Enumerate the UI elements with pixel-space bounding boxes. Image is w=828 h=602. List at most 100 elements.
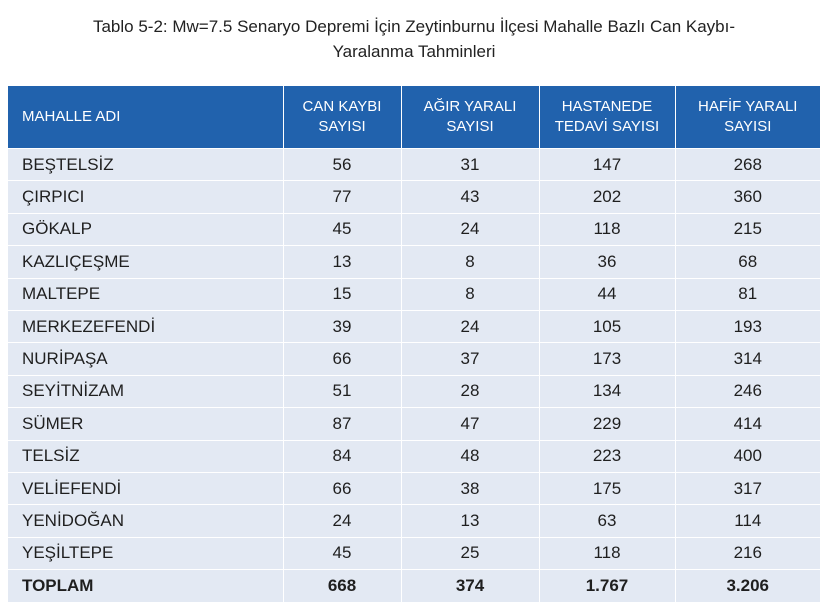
header-neighborhood: MAHALLE ADI [8, 86, 283, 149]
hospital-treatment-cell: 229 [539, 408, 675, 440]
deaths-cell: 56 [283, 149, 401, 181]
severely-injured-cell: 31 [401, 149, 539, 181]
lightly-injured-cell: 317 [675, 472, 820, 504]
hospital-treatment-cell: 105 [539, 310, 675, 342]
deaths-cell: 87 [283, 408, 401, 440]
deaths-cell: 77 [283, 181, 401, 213]
hospital-treatment-cell: 134 [539, 375, 675, 407]
caption-line-1: Tablo 5-2: Mw=7.5 Senaryo Depremi İçin Z… [0, 14, 828, 39]
header-text: TEDAVİ SAYISI [555, 118, 659, 135]
header-text: HASTANEDE [562, 98, 653, 115]
deaths-cell: 45 [283, 537, 401, 569]
hospital-treatment-cell: 223 [539, 440, 675, 472]
severely-injured-cell: 25 [401, 537, 539, 569]
neighborhood-cell: ÇIRPICI [8, 181, 283, 213]
severely-injured-cell: 43 [401, 181, 539, 213]
severely-injured-cell: 8 [401, 278, 539, 310]
neighborhood-cell: GÖKALP [8, 213, 283, 245]
header-text: MAHALLE ADI [22, 108, 120, 125]
neighborhood-cell: KAZLIÇEŞME [8, 246, 283, 278]
lightly-injured-cell: 314 [675, 343, 820, 375]
neighborhood-cell: MERKEZEFENDİ [8, 310, 283, 342]
severely-injured-cell: 47 [401, 408, 539, 440]
hospital-treatment-cell: 173 [539, 343, 675, 375]
severely-injured-cell: 24 [401, 213, 539, 245]
lightly-injured-cell: 81 [675, 278, 820, 310]
lightly-injured-cell: 246 [675, 375, 820, 407]
deaths-cell: 84 [283, 440, 401, 472]
lightly-injured-cell: 193 [675, 310, 820, 342]
deaths-cell: 24 [283, 505, 401, 537]
severely-injured-cell: 38 [401, 472, 539, 504]
deaths-cell: 13 [283, 246, 401, 278]
hospital-treatment-cell: 202 [539, 181, 675, 213]
severely-injured-cell: 28 [401, 375, 539, 407]
deaths-cell: 45 [283, 213, 401, 245]
severely-injured-cell: 37 [401, 343, 539, 375]
neighborhood-cell: YEŞİLTEPE [8, 537, 283, 569]
hospital-treatment-cell: 147 [539, 149, 675, 181]
table-caption: Tablo 5-2: Mw=7.5 Senaryo Depremi İçin Z… [0, 14, 828, 64]
hospital-treatment-cell: 63 [539, 505, 675, 537]
deaths-cell: 66 [283, 343, 401, 375]
header-text: HAFİF YARALI [698, 98, 797, 115]
header-deaths: CAN KAYBI SAYISI [283, 86, 401, 149]
header-text: SAYISI [724, 118, 771, 135]
neighborhood-cell: MALTEPE [8, 278, 283, 310]
neighborhood-cell: TELSİZ [8, 440, 283, 472]
severely-injured-cell: 48 [401, 440, 539, 472]
severely-injured-cell: 374 [401, 570, 539, 602]
caption-line-2: Yaralanma Tahminleri [0, 39, 828, 64]
hospital-treatment-cell: 118 [539, 213, 675, 245]
deaths-cell: 668 [283, 570, 401, 602]
lightly-injured-cell: 360 [675, 181, 820, 213]
deaths-cell: 39 [283, 310, 401, 342]
header-text: AĞIR YARALI [424, 98, 517, 115]
hospital-treatment-cell: 118 [539, 537, 675, 569]
neighborhood-cell: VELİEFENDİ [8, 472, 283, 504]
lightly-injured-cell: 3.206 [675, 570, 820, 602]
header-lightly-injured: HAFİF YARALI SAYISI [675, 86, 820, 149]
lightly-injured-cell: 268 [675, 149, 820, 181]
hospital-treatment-cell: 1.767 [539, 570, 675, 602]
neighborhood-cell: BEŞTELSİZ [8, 149, 283, 181]
severely-injured-cell: 8 [401, 246, 539, 278]
lightly-injured-cell: 216 [675, 537, 820, 569]
deaths-cell: 66 [283, 472, 401, 504]
neighborhood-cell: SEYİTNİZAM [8, 375, 283, 407]
header-text: CAN KAYBI [303, 98, 382, 115]
header-hospital-treatment: HASTANEDE TEDAVİ SAYISI [539, 86, 675, 149]
neighborhood-cell: YENİDOĞAN [8, 505, 283, 537]
severely-injured-cell: 13 [401, 505, 539, 537]
lightly-injured-cell: 68 [675, 246, 820, 278]
neighborhood-cell: SÜMER [8, 408, 283, 440]
hospital-treatment-cell: 44 [539, 278, 675, 310]
neighborhood-cell: NURİPAŞA [8, 343, 283, 375]
lightly-injured-cell: 400 [675, 440, 820, 472]
lightly-injured-cell: 414 [675, 408, 820, 440]
hospital-treatment-cell: 175 [539, 472, 675, 504]
lightly-injured-cell: 215 [675, 213, 820, 245]
deaths-cell: 51 [283, 375, 401, 407]
header-text: SAYISI [318, 118, 365, 135]
hospital-treatment-cell: 36 [539, 246, 675, 278]
